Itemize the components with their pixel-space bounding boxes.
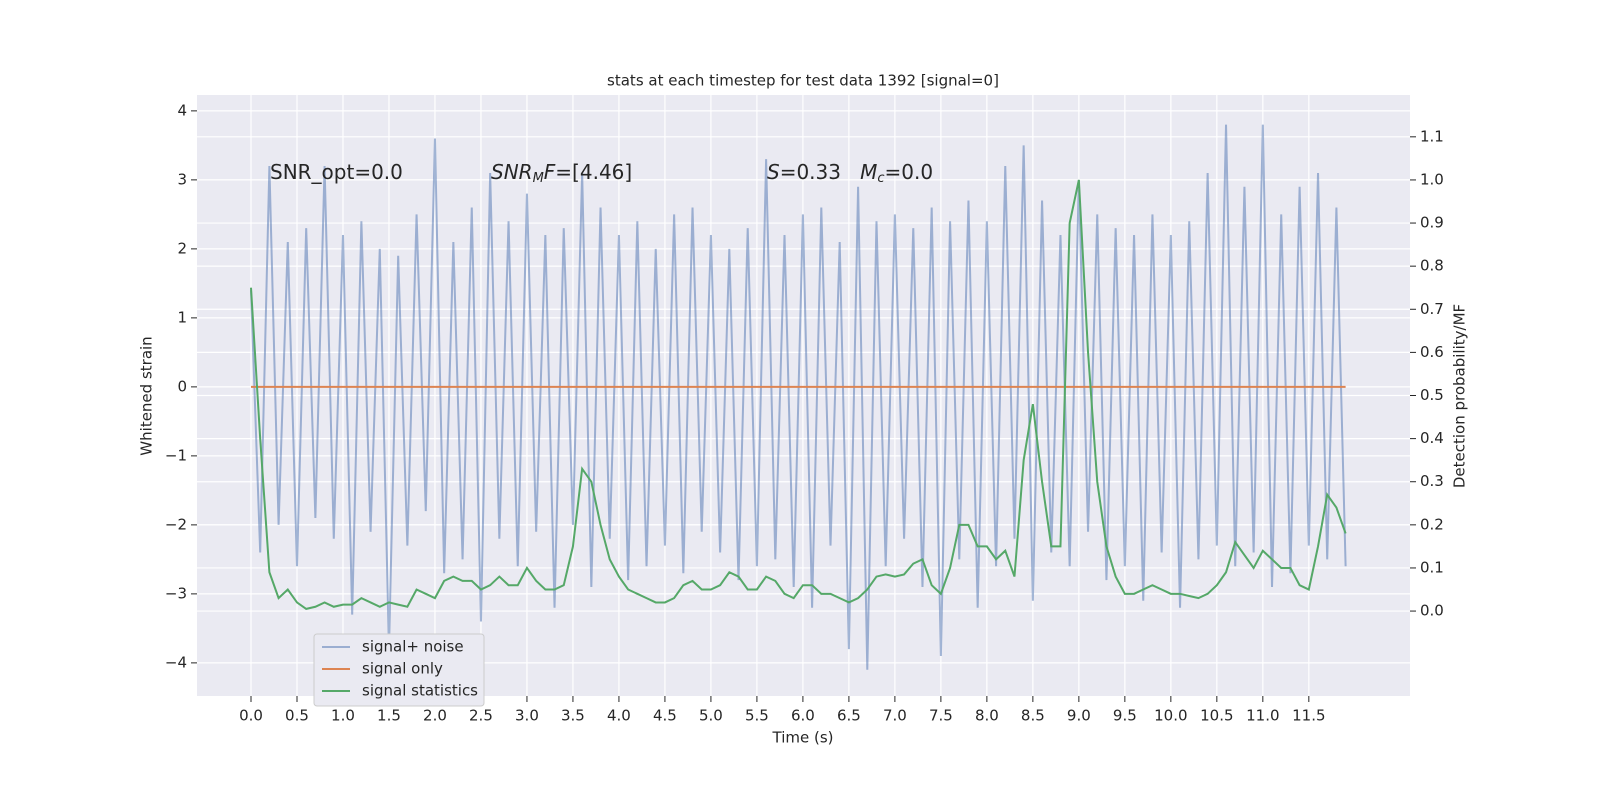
x-tick-label: 8.0 <box>975 707 999 725</box>
y2-tick-label: 0.4 <box>1420 429 1444 447</box>
series-line <box>249 124 1347 670</box>
y2-tick-label: 0.8 <box>1420 257 1444 275</box>
y-tick-label: 1 <box>177 308 187 326</box>
legend-label: signal+ noise <box>362 638 464 656</box>
annotation-part: =[4.46] <box>555 160 632 184</box>
y2-tick-label: 0.5 <box>1420 386 1444 404</box>
y-tick-label: −1 <box>165 446 187 464</box>
annotation-part: M <box>533 171 544 186</box>
y2-axis-label: Detection probability/MF <box>1451 304 1469 488</box>
annotation: S=0.33 Mc=0.0 <box>767 160 933 186</box>
y2-tick-label: 0.6 <box>1420 343 1444 361</box>
x-tick-label: 8.5 <box>1021 707 1045 725</box>
y-tick-label: 2 <box>177 239 187 257</box>
x-tick-label: 1.5 <box>377 707 401 725</box>
x-tick-label: 6.0 <box>791 707 815 725</box>
x-tick-label: 2.0 <box>423 707 447 725</box>
annotation: SNR_opt=0.0 <box>270 160 403 184</box>
y2-tick-label: 0.9 <box>1420 214 1444 232</box>
x-tick-label: 9.5 <box>1113 707 1137 725</box>
x-tick-label: 1.0 <box>331 707 355 725</box>
x-tick-label: 7.5 <box>929 707 953 725</box>
series-line <box>249 179 1347 610</box>
annotation-part: c <box>877 171 884 186</box>
annotation-part: F <box>544 160 556 184</box>
y2-tick-label: 0.2 <box>1420 515 1444 533</box>
x-tick-label: 0.5 <box>285 707 309 725</box>
x-tick-label: 3.5 <box>561 707 585 725</box>
y-tick-label: 4 <box>177 101 187 119</box>
legend-label: signal statistics <box>362 682 478 700</box>
x-tick-label: 5.5 <box>745 707 769 725</box>
x-axis-label: Time (s) <box>772 729 834 747</box>
x-tick-label: 0.0 <box>239 707 263 725</box>
annotation-part: =0.0 <box>885 160 934 184</box>
x-tick-label: 9.0 <box>1067 707 1091 725</box>
x-tick-label: 6.5 <box>837 707 861 725</box>
annotation-part: SNR <box>491 160 533 184</box>
y-tick-label: −3 <box>165 584 187 602</box>
y2-tick-label: 1.0 <box>1420 170 1444 188</box>
x-tick-label: 5.0 <box>699 707 723 725</box>
annotation-part: M <box>860 160 877 184</box>
y-tick-label: −2 <box>165 515 187 533</box>
x-tick-label: 10.5 <box>1200 707 1233 725</box>
legend: signal+ noise signal only signal statistic… <box>313 633 485 707</box>
annotation-part: S <box>767 160 780 184</box>
y2-tick-label: 0.7 <box>1420 300 1444 318</box>
x-tick-label: 4.5 <box>653 707 677 725</box>
y-axis-label: Whitened strain <box>138 336 156 455</box>
y-tick-label: 3 <box>177 170 187 188</box>
annotation-part: SNR_opt=0.0 <box>270 160 403 184</box>
x-tick-label: 7.0 <box>883 707 907 725</box>
legend-label: signal only <box>362 660 443 678</box>
y2-tick-label: 1.1 <box>1420 127 1444 145</box>
x-tick-label: 11.5 <box>1292 707 1325 725</box>
legend-box <box>313 633 485 707</box>
x-tick-label: 3.0 <box>515 707 539 725</box>
y2-tick-label: 0.1 <box>1420 558 1444 576</box>
x-tick-label: 2.5 <box>469 707 493 725</box>
x-tick-label: 4.0 <box>607 707 631 725</box>
y2-tick-label: 0.3 <box>1420 472 1444 490</box>
y2-tick-label: 0.0 <box>1420 602 1444 620</box>
x-tick-label: 11.0 <box>1246 707 1279 725</box>
chart-title: stats at each timestep for test data 139… <box>607 72 999 90</box>
annotation: SNRMF=[4.46] <box>491 160 632 186</box>
annotation-part: =0.33 <box>780 160 860 184</box>
y-tick-label: 0 <box>177 377 187 395</box>
x-tick-label: 10.0 <box>1154 707 1187 725</box>
y-tick-label: −4 <box>165 653 187 671</box>
